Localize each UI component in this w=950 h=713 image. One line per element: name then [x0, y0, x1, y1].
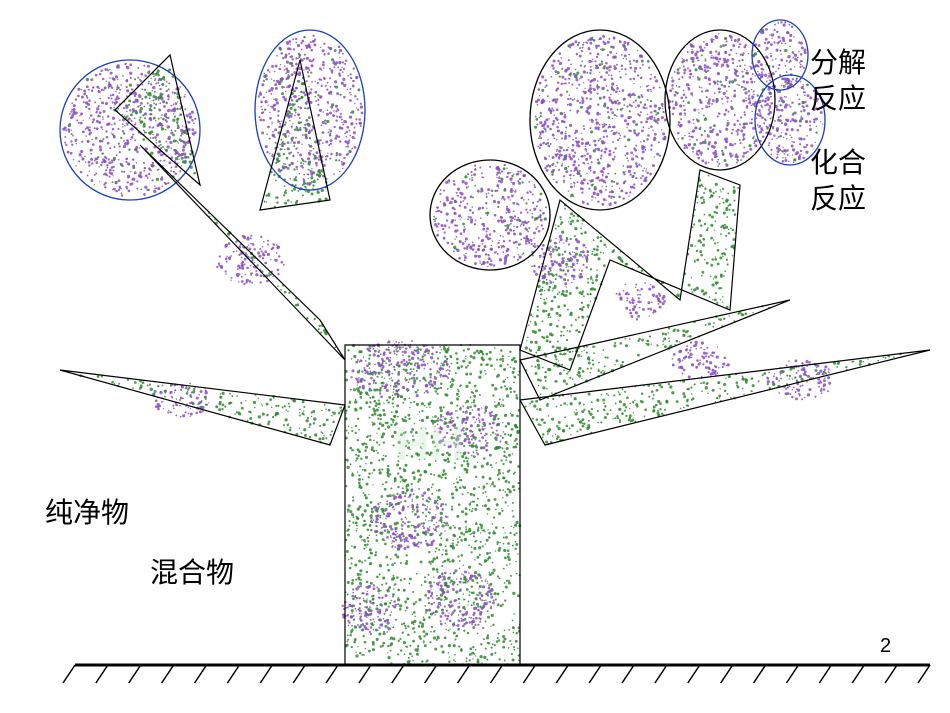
chemistry-tree-diagram: HH: [0, 0, 950, 713]
page-number: 2: [880, 635, 891, 658]
purple-stipple: [62, 21, 831, 635]
label-pure: 纯净物: [45, 495, 129, 531]
label-decompose: 分解 反应: [810, 45, 866, 118]
label-combine: 化合 反应: [810, 145, 866, 218]
label-mixture: 混合物: [150, 555, 234, 591]
